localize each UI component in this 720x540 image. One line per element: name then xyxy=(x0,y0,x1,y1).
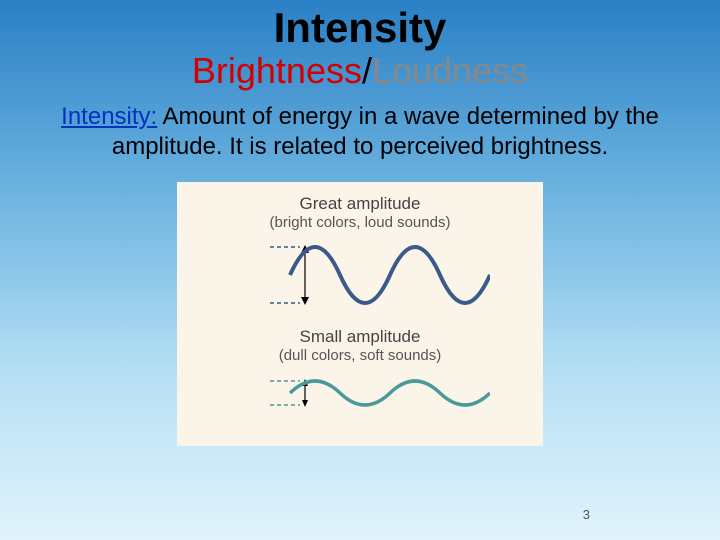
wave-label-top-1: Small amplitude xyxy=(300,327,421,347)
page-number: 3 xyxy=(583,507,590,522)
wave-label-sub-0: (bright colors, loud sounds) xyxy=(270,214,451,231)
wave-small-amplitude: Small amplitude (dull colors, soft sound… xyxy=(185,327,535,418)
wave-label-sub-1: (dull colors, soft sounds) xyxy=(279,347,442,364)
amplitude-diagram: Great amplitude (bright colors, loud sou… xyxy=(177,182,543,446)
title-loudness: Loudness xyxy=(372,50,528,91)
arrow-head-bottom-1 xyxy=(302,400,308,407)
description: Intensity: Amount of energy in a wave de… xyxy=(0,102,720,162)
desc-body: Amount of energy in a wave determined by… xyxy=(112,103,659,160)
title-slash: / xyxy=(362,50,372,91)
wave-path-0 xyxy=(290,247,490,303)
wave-svg-1 xyxy=(230,368,490,418)
title-main: Intensity xyxy=(0,0,720,52)
wave-svg-0 xyxy=(230,235,490,315)
title-sub: Brightness/Loudness xyxy=(0,50,720,92)
arrow-head-bottom-0 xyxy=(301,297,309,305)
wave-great-amplitude: Great amplitude (bright colors, loud sou… xyxy=(185,194,535,315)
wave-path-1 xyxy=(290,381,490,405)
wave-label-top-0: Great amplitude xyxy=(300,194,421,214)
desc-term: Intensity: xyxy=(61,103,157,130)
title-brightness: Brightness xyxy=(192,50,362,91)
